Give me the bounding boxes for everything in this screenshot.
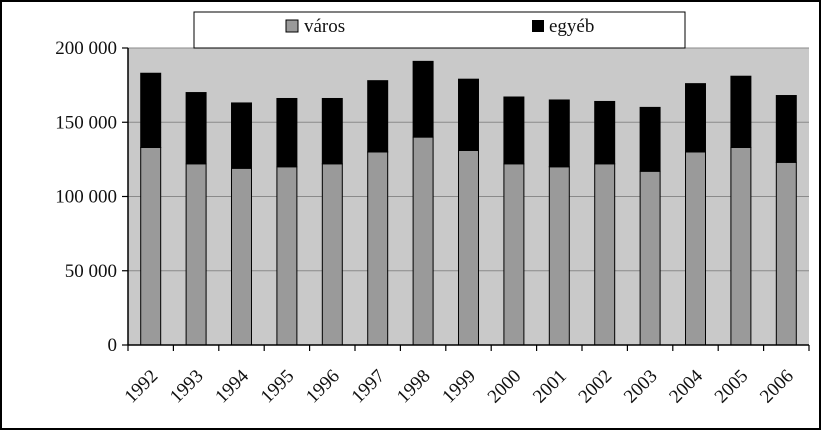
bar-egyeb <box>185 92 207 165</box>
bar-varos <box>730 146 752 346</box>
bar-egyeb <box>321 97 343 165</box>
bar-egyeb <box>140 72 162 148</box>
legend-box <box>193 11 686 49</box>
bar-egyeb <box>639 106 661 172</box>
bar-varos <box>503 163 525 346</box>
bar-varos <box>276 166 298 346</box>
bar-varos <box>231 167 252 346</box>
bar-varos <box>412 136 434 346</box>
bar-egyeb <box>367 80 389 153</box>
bar-varos <box>548 166 570 346</box>
bar-egyeb <box>730 75 752 148</box>
bar-egyeb <box>458 78 479 151</box>
bars <box>140 60 797 346</box>
legend-label-egyeb: egyéb <box>549 16 594 37</box>
bar-varos <box>685 151 706 346</box>
legend-swatch-varos <box>285 19 299 33</box>
legend-swatch-egyeb <box>532 20 544 32</box>
bar-varos <box>458 149 479 346</box>
y-tick-label: 0 <box>108 335 118 356</box>
bar-varos <box>140 146 162 346</box>
bar-egyeb <box>594 100 616 165</box>
bar-varos <box>594 163 616 346</box>
bar-egyeb <box>548 99 570 168</box>
legend-label-varos: város <box>304 16 345 37</box>
bar-egyeb <box>412 60 434 138</box>
y-tick-label: 100 000 <box>55 187 117 208</box>
bar-varos <box>367 151 389 346</box>
bar-varos <box>775 161 797 346</box>
legend: város egyéb <box>193 11 686 49</box>
bar-egyeb <box>503 96 525 165</box>
bar-egyeb <box>231 102 252 169</box>
bar-egyeb <box>276 97 298 168</box>
y-tick-label: 50 000 <box>65 261 117 282</box>
bar-egyeb <box>685 83 706 153</box>
bar-egyeb <box>775 95 797 163</box>
bar-varos <box>639 170 661 346</box>
bar-varos <box>185 163 207 346</box>
y-tick-label: 200 000 <box>55 38 117 59</box>
y-tick-label: 150 000 <box>55 112 117 133</box>
y-axis-ticks: 0 50 000 100 000 150 000 200 000 <box>55 38 128 356</box>
bar-varos <box>321 163 343 346</box>
